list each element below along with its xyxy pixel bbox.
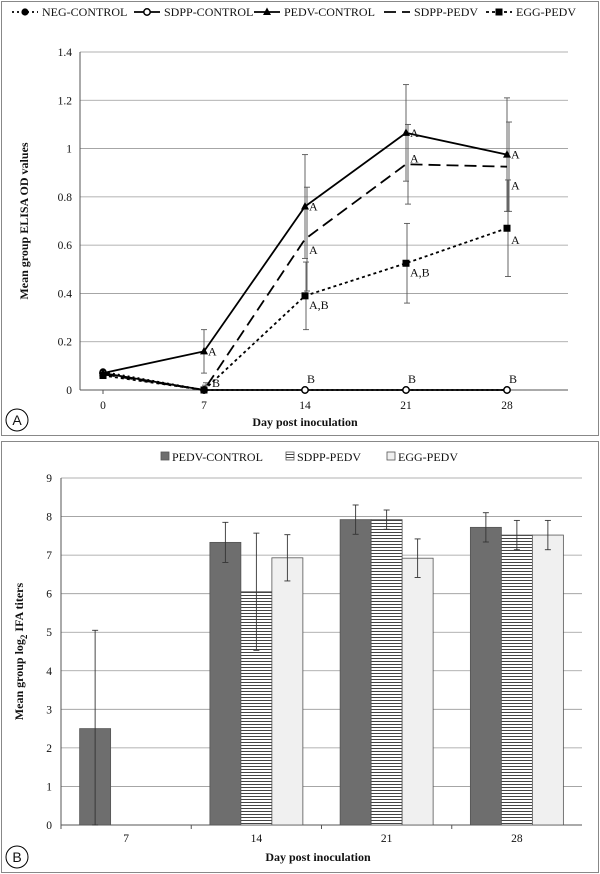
y-tick-label: 9 [46, 473, 52, 485]
significance-label: A [511, 179, 520, 193]
bar-egg-pedv [271, 557, 304, 826]
legend-label: NEG-CONTROL [42, 5, 127, 19]
panel-a-label: A [5, 408, 29, 432]
y-tick-label: 6 [46, 589, 52, 601]
point [402, 386, 410, 394]
y-axis-title: Mean group ELISA OD values [17, 142, 31, 299]
significance-label: B [408, 372, 416, 386]
significance-label: A [410, 151, 419, 165]
point [503, 150, 511, 158]
legend-label: PEDV-CONTROL [284, 5, 375, 19]
svg-text:B: B [12, 849, 21, 865]
y-tick-label: 0.2 [58, 337, 73, 349]
x-tick-label: 7 [201, 400, 207, 412]
y-tick-label: 0 [46, 820, 52, 832]
bar-sdpp-pedv [370, 519, 403, 826]
legend-label: SDPP-CONTROL [164, 5, 253, 19]
series-line-sdpp-pedv [102, 163, 508, 391]
svg-text:A: A [12, 412, 22, 428]
panel-b-label: B [5, 845, 29, 869]
x-tick-label: 21 [400, 400, 412, 412]
legend-marker [495, 8, 503, 16]
x-tick-label: 21 [381, 833, 393, 845]
significance-label: A [309, 200, 318, 214]
significance-label: B [307, 372, 315, 386]
legend-swatch [160, 451, 170, 461]
y-tick-label: 8 [46, 512, 52, 524]
bar-pedv-control [469, 526, 502, 826]
point [200, 346, 208, 355]
y-tick-label: 0.4 [58, 288, 73, 300]
legend-marker [21, 8, 29, 16]
x-tick-label: 14 [299, 400, 311, 412]
point [503, 224, 511, 232]
legend: NEG-CONTROL SDPP-CONTROL PEDV-CONTROL SDPP-… [12, 5, 576, 19]
y-tick-label: 4 [46, 666, 52, 678]
x-axis-title: Day post inoculation [252, 415, 358, 429]
legend-label: SDPP-PEDV [414, 5, 478, 19]
legend-swatch [386, 451, 396, 461]
x-tick-label: 28 [511, 833, 523, 845]
x-axis-title: Day post inoculation [265, 850, 371, 864]
legend-label: SDPP-PEDV [297, 450, 361, 464]
point [301, 292, 309, 300]
bar-sdpp-pedv [500, 534, 533, 826]
panel-a-line-chart: 0 0.2 0.4 0.6 0.8 1 1.2 1.4 0 7 14 21 28 Day post ino… [12, 5, 576, 429]
y-axis-title: Mean group log2 IFA titers [12, 582, 29, 720]
significance-label: A,B [410, 265, 430, 279]
x-tick-label: 0 [100, 400, 106, 412]
panel-b-frame [1, 441, 599, 873]
panel-b-bar-chart: 0 1 2 3 4 5 6 7 8 9 7 14 21 28 Day post inoculation Mea… [12, 450, 582, 864]
y-tick-label: 1 [46, 781, 52, 793]
point [301, 202, 309, 210]
legend-marker [143, 8, 151, 16]
point [503, 386, 511, 394]
significance-label: A [511, 148, 520, 162]
point [200, 386, 208, 394]
significance-label: A [511, 233, 520, 247]
significance-label: A [410, 126, 419, 140]
legend-label: EGG-PEDV [398, 450, 458, 464]
bar-pedv-control [209, 541, 242, 826]
y-tick-label: 7 [46, 550, 52, 562]
bar-egg-pedv [531, 534, 564, 826]
x-tick-label: 28 [501, 400, 513, 412]
legend: PEDV-CONTROL SDPP-PEDV EGG-PEDV [160, 450, 458, 464]
legend-marker [263, 7, 271, 15]
significance-label: B [509, 372, 517, 386]
significance-label: B [212, 376, 220, 390]
y-tick-label: 5 [46, 627, 52, 639]
y-tick-label: 1.2 [58, 95, 73, 107]
panel-a-frame [1, 1, 599, 436]
y-tick-label: 2 [46, 743, 52, 755]
legend-label: PEDV-CONTROL [172, 450, 263, 464]
y-tick-label: 0.8 [58, 192, 73, 204]
significance-label: A [309, 243, 318, 257]
point [301, 386, 309, 394]
point [99, 372, 107, 380]
y-tick-label: 0 [66, 385, 72, 397]
significance-label: A [208, 344, 217, 358]
x-tick-label: 14 [251, 833, 263, 845]
legend-label: EGG-PEDV [516, 5, 576, 19]
y-tick-label: 3 [46, 704, 52, 716]
point [402, 259, 410, 267]
point [402, 128, 410, 136]
significance-label: A,B [309, 298, 329, 312]
legend-swatch [285, 451, 295, 461]
y-tick-label: 0.6 [58, 240, 73, 252]
bar-pedv-control [339, 519, 372, 826]
bar-egg-pedv [401, 557, 434, 826]
y-tick-label: 1.4 [58, 47, 73, 59]
y-tick-label: 1 [66, 144, 72, 156]
x-tick-label: 7 [123, 833, 129, 845]
